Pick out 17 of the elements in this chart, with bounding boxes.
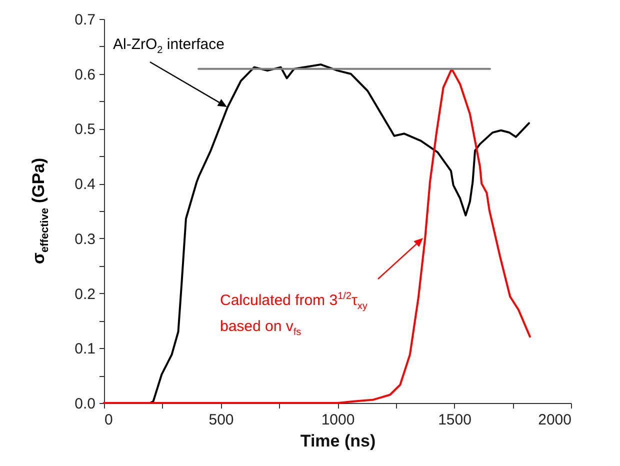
y-tick-label: 0.3 (74, 230, 96, 248)
x-tick-label: 1000 (321, 412, 355, 428)
text: 0.0 (74, 396, 96, 412)
annotation: Calculated from 3$^{1/2}$τ$_{xy}$ (220, 290, 368, 314)
y-tick-label: 0.1 (74, 340, 96, 358)
x-tick-label: 500 (208, 412, 234, 428)
x-tick-label: 2000 (538, 412, 572, 428)
x-tick-label: 0 (104, 412, 113, 428)
annotation: based on v$_{fs}$ (220, 318, 302, 340)
y-tick-label: 0.4 (74, 176, 96, 194)
y-tick-label: 0.6 (74, 66, 96, 84)
annotation: Al-ZrO$_{2}$ interface (113, 36, 224, 58)
y-tick-label: 0.5 (74, 121, 96, 138)
y-tick-label: 0.7 (74, 12, 96, 28)
y-tick-label: 0.2 (74, 286, 96, 303)
x-tick-label: 1500 (438, 412, 472, 428)
x-axis-title: Time (ns) (300, 432, 376, 450)
